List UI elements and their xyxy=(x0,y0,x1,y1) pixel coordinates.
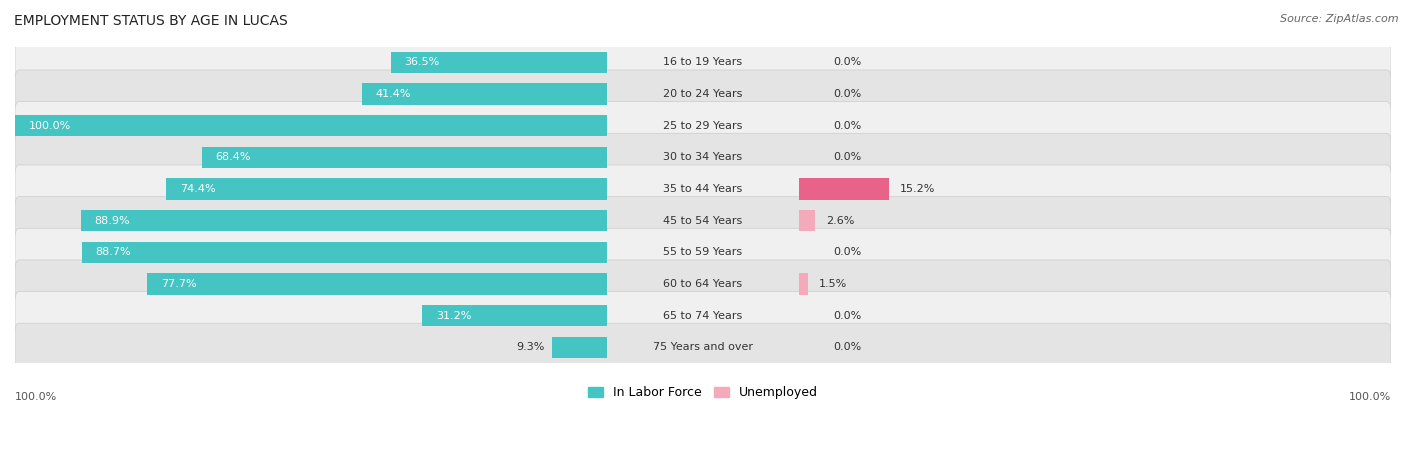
Text: 0.0%: 0.0% xyxy=(834,152,862,162)
FancyBboxPatch shape xyxy=(15,165,1391,213)
FancyBboxPatch shape xyxy=(15,197,1391,245)
FancyBboxPatch shape xyxy=(15,133,1391,181)
Text: 75 Years and over: 75 Years and over xyxy=(652,342,754,352)
Text: 20 to 24 Years: 20 to 24 Years xyxy=(664,89,742,99)
Bar xyxy=(800,178,889,200)
FancyBboxPatch shape xyxy=(15,291,1391,340)
Bar xyxy=(800,273,808,295)
FancyBboxPatch shape xyxy=(15,228,1391,276)
Text: 9.3%: 9.3% xyxy=(516,342,544,352)
Text: 31.2%: 31.2% xyxy=(436,311,471,321)
Bar xyxy=(82,242,606,263)
Text: 0.0%: 0.0% xyxy=(834,57,862,67)
Bar xyxy=(80,210,606,231)
Text: 16 to 19 Years: 16 to 19 Years xyxy=(664,57,742,67)
Text: 30 to 34 Years: 30 to 34 Years xyxy=(664,152,742,162)
Text: 60 to 64 Years: 60 to 64 Years xyxy=(664,279,742,289)
Bar xyxy=(148,273,606,295)
Bar xyxy=(361,83,606,105)
Text: 1.5%: 1.5% xyxy=(820,279,848,289)
Text: EMPLOYMENT STATUS BY AGE IN LUCAS: EMPLOYMENT STATUS BY AGE IN LUCAS xyxy=(14,14,288,28)
Text: 15.2%: 15.2% xyxy=(900,184,935,194)
Text: 55 to 59 Years: 55 to 59 Years xyxy=(664,247,742,258)
Text: 100.0%: 100.0% xyxy=(1348,391,1391,401)
Legend: In Labor Force, Unemployed: In Labor Force, Unemployed xyxy=(583,382,823,405)
FancyBboxPatch shape xyxy=(15,101,1391,150)
Text: 0.0%: 0.0% xyxy=(834,89,862,99)
FancyBboxPatch shape xyxy=(15,323,1391,371)
Bar xyxy=(15,115,606,137)
Bar xyxy=(422,305,606,327)
Text: 0.0%: 0.0% xyxy=(834,342,862,352)
Bar xyxy=(800,210,814,231)
Text: 65 to 74 Years: 65 to 74 Years xyxy=(664,311,742,321)
Text: Source: ZipAtlas.com: Source: ZipAtlas.com xyxy=(1281,14,1399,23)
Text: 77.7%: 77.7% xyxy=(160,279,197,289)
Text: 0.0%: 0.0% xyxy=(834,311,862,321)
FancyBboxPatch shape xyxy=(15,70,1391,118)
Text: 88.7%: 88.7% xyxy=(96,247,131,258)
Text: 36.5%: 36.5% xyxy=(405,57,440,67)
Text: 100.0%: 100.0% xyxy=(28,121,72,131)
Text: 88.9%: 88.9% xyxy=(94,216,131,226)
Text: 0.0%: 0.0% xyxy=(834,121,862,131)
FancyBboxPatch shape xyxy=(15,260,1391,308)
Text: 74.4%: 74.4% xyxy=(180,184,217,194)
Bar xyxy=(551,336,606,358)
Text: 0.0%: 0.0% xyxy=(834,247,862,258)
FancyBboxPatch shape xyxy=(15,38,1391,87)
Bar xyxy=(391,51,606,73)
Bar xyxy=(202,147,606,168)
Text: 2.6%: 2.6% xyxy=(825,216,853,226)
Text: 41.4%: 41.4% xyxy=(375,89,411,99)
Bar xyxy=(166,178,606,200)
Text: 68.4%: 68.4% xyxy=(215,152,252,162)
Text: 100.0%: 100.0% xyxy=(15,391,58,401)
Text: 25 to 29 Years: 25 to 29 Years xyxy=(664,121,742,131)
Text: 35 to 44 Years: 35 to 44 Years xyxy=(664,184,742,194)
Text: 45 to 54 Years: 45 to 54 Years xyxy=(664,216,742,226)
